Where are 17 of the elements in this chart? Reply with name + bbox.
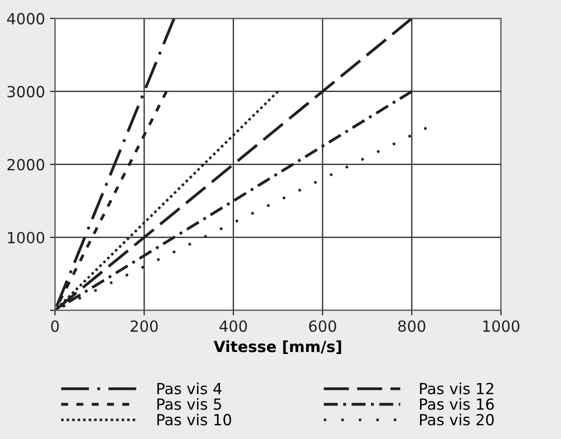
legend-label: Pas vis 12 [420, 382, 494, 394]
y-tick-label: 4000 [7, 12, 44, 24]
x-tick-label: 0 [51, 320, 59, 332]
x-tick-label: 200 [130, 320, 158, 332]
y-tick-label: 1000 [8, 232, 44, 244]
x-tick-label: 800 [398, 320, 426, 332]
x-tick-label: 600 [309, 320, 336, 332]
legend-label: Pas vis 20 [420, 414, 494, 426]
y-tick-label: 3000 [8, 86, 44, 98]
legend-label: Pas vis 16 [420, 398, 494, 410]
legend-label: Pas vis 4 [157, 382, 222, 394]
x-axis-title: Vitesse [mm/s] [214, 340, 342, 354]
legend-label: Pas vis 10 [157, 414, 232, 426]
x-tick-label: 400 [220, 320, 247, 332]
legend-label: Pas vis 5 [157, 398, 222, 410]
x-tick-label: 1000 [483, 320, 520, 332]
y-tick-label: 2000 [7, 158, 44, 170]
